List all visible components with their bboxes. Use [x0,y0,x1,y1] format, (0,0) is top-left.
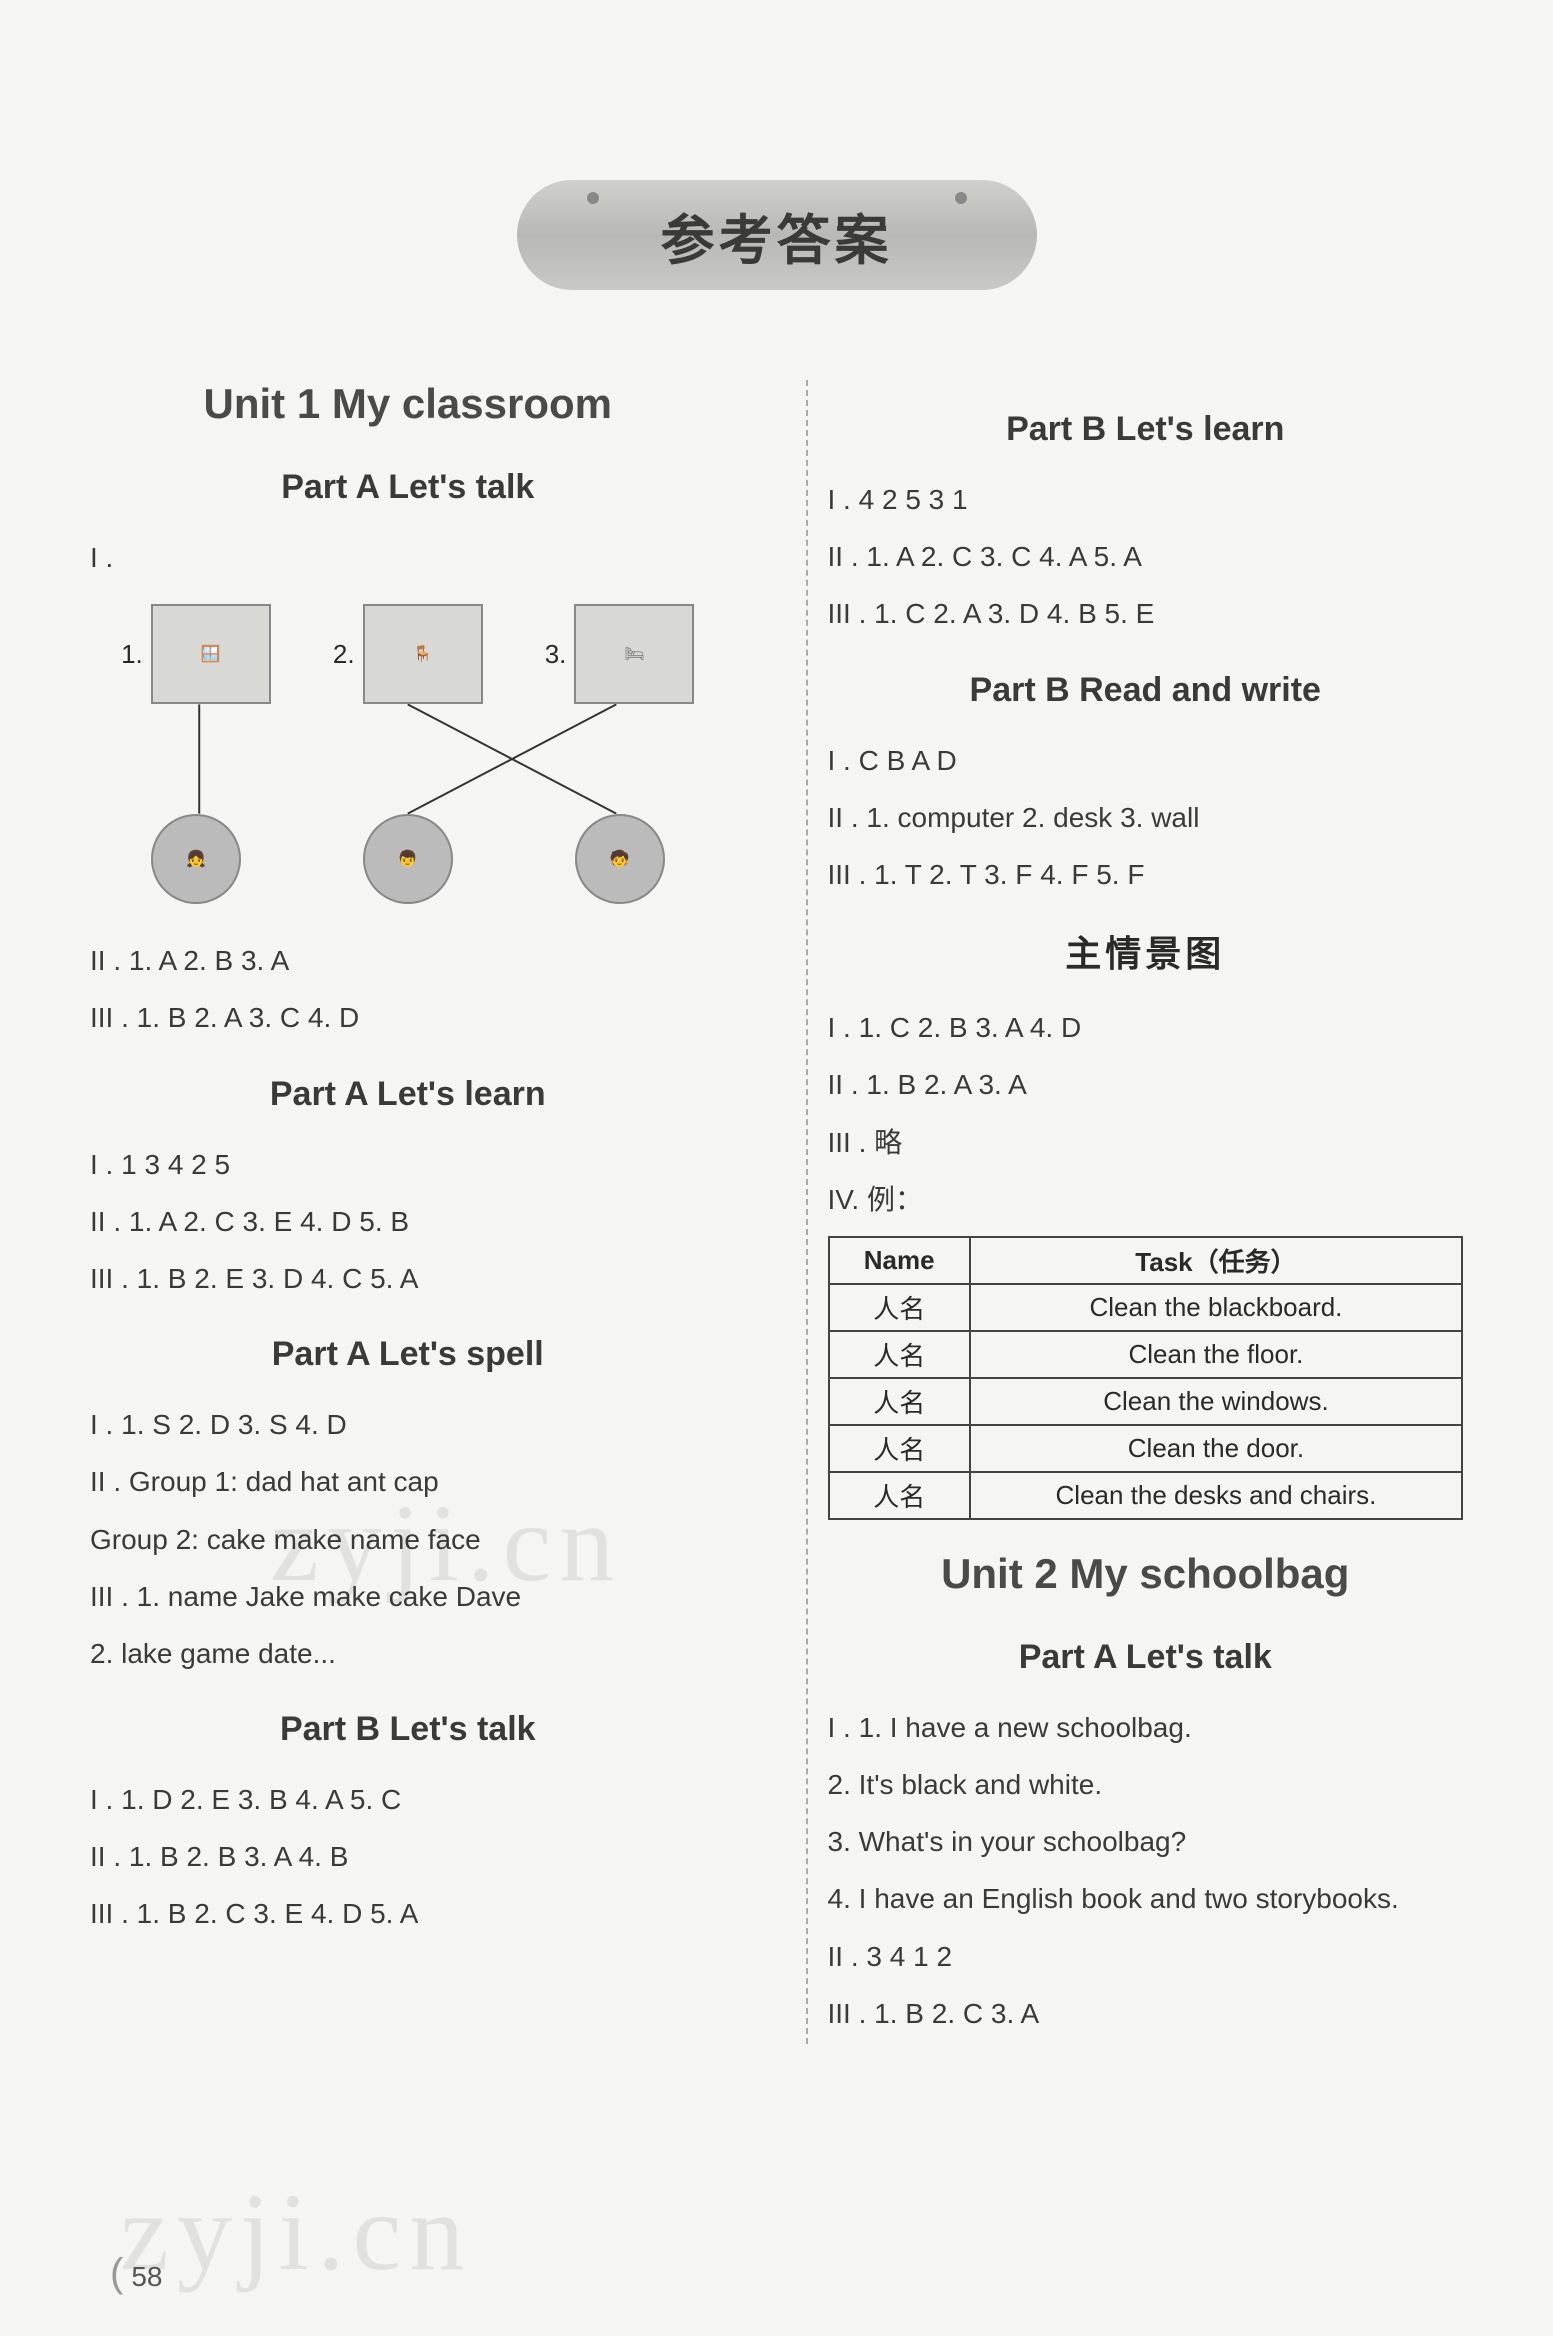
person1-thumb: 👧 [151,814,241,904]
table-row: 人名Clean the blackboard. [829,1284,1463,1331]
section-title: Part B Let's talk [90,1710,726,1749]
unit2-title: Unit 2 My schoolbag [828,1550,1464,1598]
answer-line: I . 1. C 2. B 3. A 4. D [828,1001,1464,1054]
match-bottom-row: 👧 👦 🧒 [90,814,726,904]
answer-line: 4. I have an English book and two storyb… [828,1872,1464,1925]
header-title: 参考答案 [661,196,893,275]
table-row: 人名Clean the door. [829,1425,1463,1472]
match-item-3: 3. 🛏 [545,604,695,704]
person2-thumb: 👦 [363,814,453,904]
answer-line: 2. It's black and white. [828,1758,1464,1811]
page-number: 58 [110,2251,162,2296]
answer-line: I . 1. D 2. E 3. B 4. A 5. C [90,1773,726,1826]
answer-line: III . 1. T 2. T 3. F 4. F 5. F [828,848,1464,901]
answer-line: III . 略 [828,1116,1464,1169]
answer-line: III . 1. B 2. C 3. A [828,1987,1464,2040]
answer-line: I . C B A D [828,734,1464,787]
answer-line: II . 1. A 2. C 3. E 4. D 5. B [90,1195,726,1248]
table-cell: Clean the door. [970,1425,1462,1472]
answer-line: II . 1. B 2. B 3. A 4. B [90,1830,726,1883]
matching-exercise: 1. 🪟 2. 🪑 3. 🛏 [90,604,726,904]
answer-line: III . 1. name Jake make cake Dave [90,1570,726,1623]
answer-line: I . 1 3 4 2 5 [90,1138,726,1191]
content-columns: Unit 1 My classroom Part A Let's talk I … [90,380,1463,2044]
match-label: 1. [121,639,143,670]
match-top-row: 1. 🪟 2. 🪑 3. 🛏 [90,604,726,704]
table-row: 人名Clean the floor. [829,1331,1463,1378]
answer-line: II . 3 4 1 2 [828,1930,1464,1983]
answer-line: I . 4 2 5 3 1 [828,473,1464,526]
answer-line: II . 1. A 2. B 3. A [90,934,726,987]
table-header-row: Name Task（任务） [829,1237,1463,1284]
answer-line: 2. lake game date... [90,1627,726,1680]
answer-line: IV. 例： [828,1173,1464,1226]
desk-thumb: 🛏 [574,604,694,704]
left-column: Unit 1 My classroom Part A Let's talk I … [90,380,746,2044]
table-cell: Clean the floor. [970,1331,1462,1378]
table-cell: 人名 [829,1331,970,1378]
table-cell: 人名 [829,1425,970,1472]
answer-line: III . 1. C 2. A 3. D 4. B 5. E [828,587,1464,640]
section-title: Part A Let's talk [90,468,726,507]
answer-line: II . 1. computer 2. desk 3. wall [828,791,1464,844]
answer-line: I . 1. S 2. D 3. S 4. D [90,1398,726,1451]
table-cell: 人名 [829,1284,970,1331]
table-cell: 人名 [829,1472,970,1519]
answer-line: II . 1. B 2. A 3. A [828,1058,1464,1111]
section-title: Part A Let's spell [90,1335,726,1374]
table-row: 人名Clean the windows. [829,1378,1463,1425]
table-cell: Clean the windows. [970,1378,1462,1425]
answer-line: II . Group 1: dad hat ant cap [90,1455,726,1508]
section-title: Part B Read and write [828,671,1464,710]
table-row: 人名Clean the desks and chairs. [829,1472,1463,1519]
chair-thumb: 🪑 [363,604,483,704]
match-connecting-lines [90,704,726,814]
table-cell: 人名 [829,1378,970,1425]
match-item-2: 2. 🪑 [333,604,483,704]
match-label: 2. [333,639,355,670]
person3-thumb: 🧒 [575,814,665,904]
answer-line: II . 1. A 2. C 3. C 4. A 5. A [828,530,1464,583]
right-column: Part B Let's learn I . 4 2 5 3 1 II . 1.… [806,380,1464,2044]
answer-line: Group 2: cake make name face [90,1513,726,1566]
match-label: 3. [545,639,567,670]
table-cell: Clean the blackboard. [970,1284,1462,1331]
table-header: Name [829,1237,970,1284]
section-title: Part B Let's learn [828,410,1464,449]
watermark: zyji.cn [120,2169,472,2296]
table-cell: Clean the desks and chairs. [970,1472,1462,1519]
scene-title: 主情景图 [828,925,1464,977]
tasks-table: Name Task（任务） 人名Clean the blackboard.人名C… [828,1236,1464,1520]
header-banner: 参考答案 [517,180,1037,290]
answer-line: III . 1. B 2. E 3. D 4. C 5. A [90,1252,726,1305]
answer-line: 3. What's in your schoolbag? [828,1815,1464,1868]
answer-line: III . 1. B 2. C 3. E 4. D 5. A [90,1887,726,1940]
match-item-1: 1. 🪟 [121,604,271,704]
answer-line: III . 1. B 2. A 3. C 4. D [90,991,726,1044]
answer-line: I . 1. I have a new schoolbag. [828,1701,1464,1754]
section-title: Part A Let's talk [828,1638,1464,1677]
table-header: Task（任务） [970,1237,1462,1284]
section-title: Part A Let's learn [90,1075,726,1114]
unit1-title: Unit 1 My classroom [90,380,726,428]
window-thumb: 🪟 [151,604,271,704]
roman-1: I . [90,531,726,584]
